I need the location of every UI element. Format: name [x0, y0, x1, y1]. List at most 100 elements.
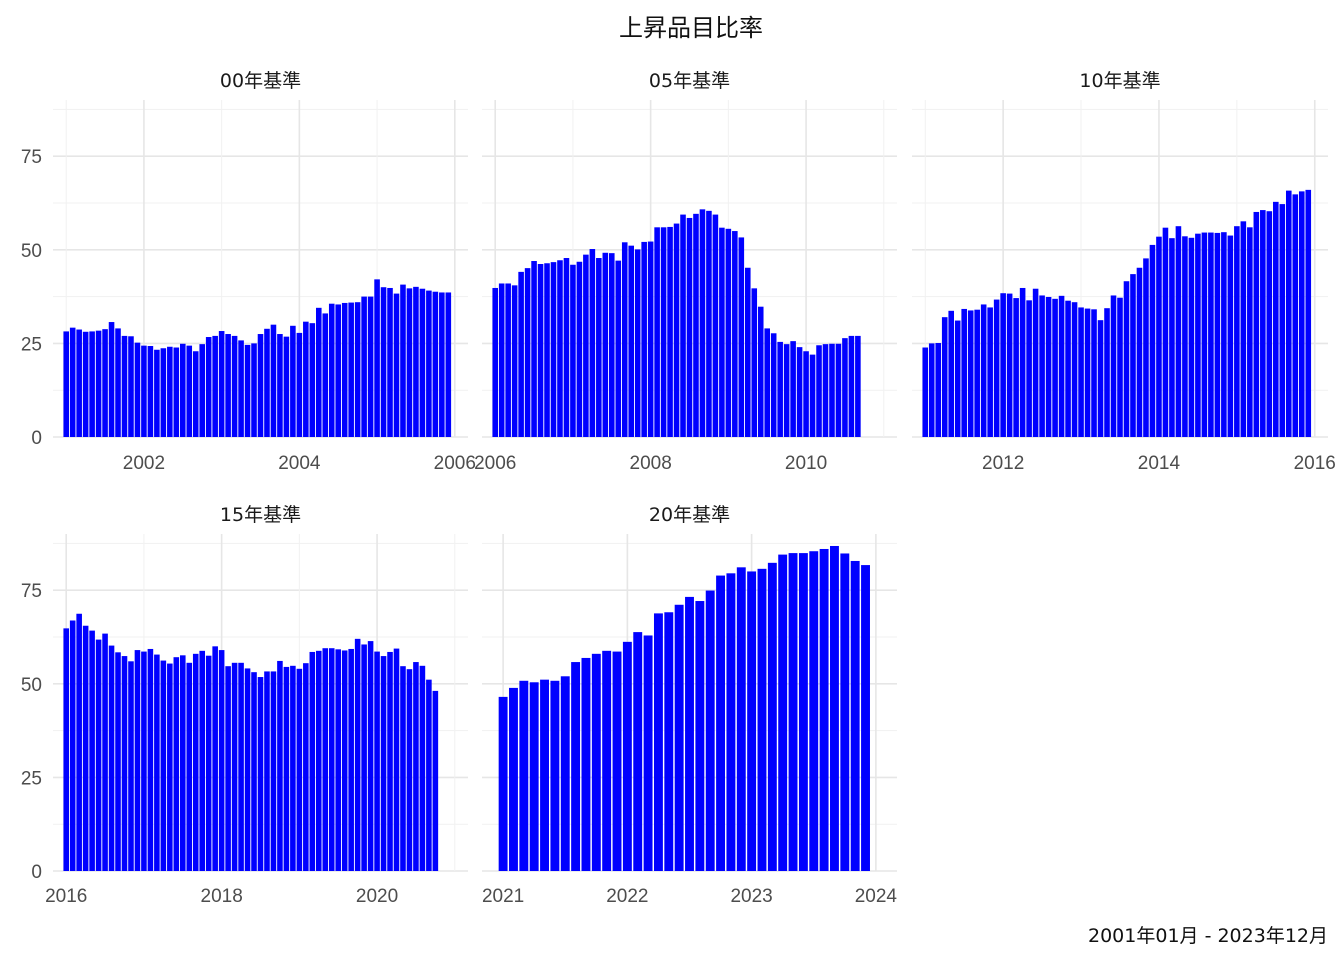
bar: [680, 214, 686, 437]
bar: [848, 335, 855, 437]
bar: [647, 241, 654, 437]
bar: [511, 285, 518, 437]
bar: [1175, 226, 1182, 437]
x-tick-label: 2006: [474, 453, 516, 474]
bar: [596, 258, 602, 437]
bar: [732, 231, 738, 437]
bar: [413, 662, 419, 871]
bar: [850, 560, 860, 871]
bar: [1006, 293, 1013, 437]
bar: [581, 657, 591, 871]
bar: [767, 562, 777, 871]
x-tick-label: 2002: [123, 453, 165, 474]
bar: [993, 299, 1000, 437]
bar: [128, 336, 134, 437]
bar: [819, 548, 829, 871]
chart-title: 上昇品目比率: [619, 14, 763, 42]
bar: [69, 327, 76, 437]
x-tick-label: 2023: [730, 886, 772, 907]
y-tick-label: 25: [21, 768, 42, 789]
bar: [238, 662, 244, 871]
panel-2: 10年基準 2012 2014 2016: [912, 70, 1336, 474]
bar: [303, 663, 309, 871]
bar: [509, 687, 518, 871]
bar: [1214, 232, 1221, 437]
bar: [1136, 267, 1143, 437]
bar: [529, 682, 539, 871]
bar: [544, 263, 550, 437]
panel-title: 10年基準: [1079, 70, 1160, 92]
bar: [654, 227, 660, 437]
bar: [757, 306, 764, 437]
bar: [570, 264, 576, 437]
bar: [199, 344, 205, 437]
bar: [322, 648, 329, 871]
bar: [560, 676, 570, 871]
bar: [413, 286, 419, 437]
bar: [948, 310, 955, 437]
bar: [861, 565, 870, 871]
bar: [1305, 189, 1312, 437]
panels: 00年基準 2002 2004 2006 0 25 50 75 05年基準 2006 2008 201…: [21, 70, 1336, 907]
bar: [685, 596, 694, 871]
bar: [1065, 300, 1071, 437]
bar: [400, 666, 406, 871]
bar: [218, 331, 225, 437]
bar: [141, 651, 147, 871]
bar: [328, 648, 335, 871]
bar: [653, 613, 663, 871]
y-tick-label: 0: [31, 862, 42, 883]
bar: [809, 354, 816, 437]
bar: [660, 227, 667, 437]
bar: [179, 655, 186, 871]
bar: [277, 660, 283, 871]
bar: [705, 590, 715, 871]
bar: [633, 632, 643, 871]
bar: [699, 209, 706, 437]
bar: [1149, 244, 1156, 437]
bar: [128, 661, 134, 871]
bar: [498, 696, 508, 871]
bar: [738, 237, 745, 437]
x-tick-label: 2014: [1138, 453, 1181, 474]
bar: [1071, 302, 1078, 437]
bar: [1260, 210, 1266, 437]
bar: [1253, 211, 1260, 437]
bar: [354, 302, 361, 437]
bar: [1000, 293, 1006, 437]
bar: [615, 260, 622, 437]
bar: [980, 304, 987, 437]
bar: [419, 288, 426, 437]
bar: [82, 331, 89, 437]
bar: [439, 292, 445, 437]
bar: [387, 287, 393, 437]
y-tick-label: 75: [21, 147, 42, 168]
bar: [695, 601, 705, 871]
bar: [855, 335, 861, 437]
bar: [419, 665, 426, 871]
bar: [563, 258, 570, 437]
bar: [941, 317, 948, 437]
bar: [589, 249, 596, 437]
bar: [492, 287, 498, 437]
bar: [1292, 194, 1299, 437]
x-tick-label: 2024: [855, 886, 898, 907]
bar: [173, 657, 180, 871]
bar: [1058, 295, 1065, 437]
bar: [783, 344, 790, 437]
panel-3: 15年基準 2016 2018 2020 0 25 50 75: [21, 504, 468, 907]
bar: [1247, 227, 1253, 437]
bar: [726, 573, 736, 871]
bar: [445, 292, 452, 437]
panel-title: 20年基準: [649, 504, 730, 526]
bar: [264, 671, 270, 871]
bar: [147, 648, 154, 871]
bar: [82, 625, 89, 871]
bar: [716, 575, 726, 871]
bar: [406, 669, 413, 871]
bar: [361, 644, 367, 871]
bar: [1117, 297, 1123, 437]
bar: [712, 214, 719, 437]
bar: [770, 333, 777, 437]
bar: [167, 663, 173, 871]
